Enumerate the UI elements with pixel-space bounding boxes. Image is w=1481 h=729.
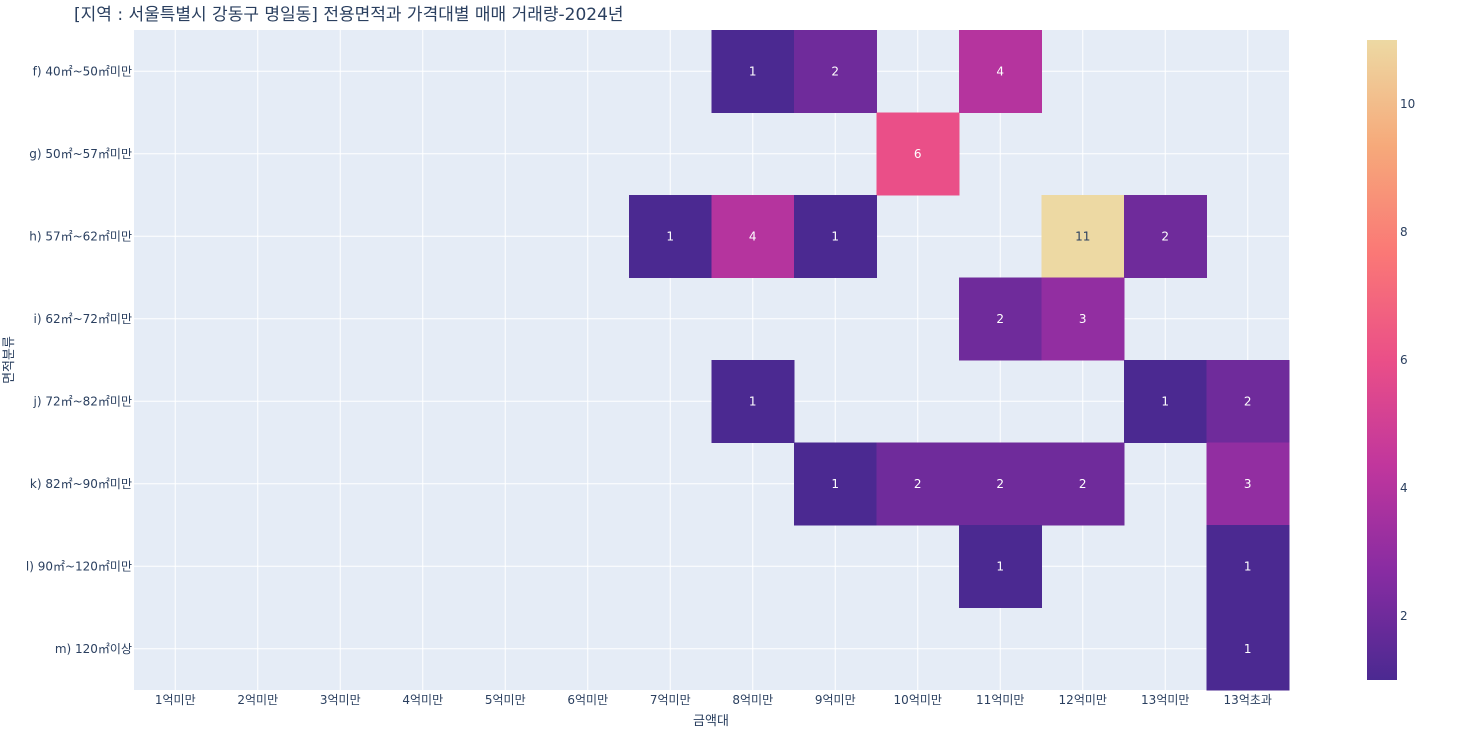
cell-value-label: 1 (666, 229, 674, 243)
cell-value-label: 1 (1244, 559, 1252, 573)
heatmap-cell (629, 195, 712, 278)
x-tick-label: 3억미만 (320, 693, 361, 707)
cell-value-label: 1 (1161, 394, 1169, 408)
y-tick-label: l) 90㎡~120㎡미만 (26, 559, 132, 573)
heatmap-cell (1041, 277, 1125, 361)
chart-title: [지역 : 서울특별시 강동구 명일동] 전용면적과 가격대별 매매 거래량-2… (74, 5, 624, 25)
cell-value-label: 2 (1244, 394, 1252, 408)
y-axis-ticks: f) 40㎡~50㎡미만 g) 50㎡~57㎡미만 h) 57㎡~62㎡미만 i) 6… (26, 64, 132, 656)
heatmap-cell (876, 442, 960, 526)
heatmap-cell (711, 195, 795, 278)
heatmap-cell (711, 30, 795, 113)
heatmap-cell (1206, 525, 1290, 608)
colorbar (1367, 40, 1397, 680)
colorbar-ticks: 2 4 6 8 10 (1400, 97, 1415, 623)
x-axis-title: 금액대 (693, 714, 729, 729)
cell-value-label: 3 (1079, 312, 1087, 326)
cell-value-label: 2 (1079, 477, 1087, 491)
heatmap-cell (1124, 195, 1207, 278)
cell-value-label: 1 (996, 559, 1004, 573)
y-tick-label: m) 120㎡이상 (55, 642, 132, 656)
heatmap-cell (1124, 360, 1207, 443)
x-tick-label: 8억미만 (732, 693, 773, 707)
heatmap-cell (711, 360, 795, 443)
x-tick-label: 12억미만 (1059, 693, 1107, 707)
heatmap-cell (1206, 442, 1290, 526)
y-tick-label: k) 82㎡~90㎡미만 (30, 477, 132, 491)
colorbar-tick-label: 10 (1400, 97, 1415, 111)
colorbar-tick-label: 6 (1400, 353, 1408, 367)
heatmap-cell (959, 277, 1042, 361)
heatmap-cell (876, 112, 960, 196)
heatmap-cell (794, 195, 877, 278)
cell-value-label: 6 (914, 147, 922, 161)
x-tick-label: 13억미만 (1141, 693, 1189, 707)
y-tick-label: g) 50㎡~57㎡미만 (29, 147, 132, 161)
heatmap-cell (959, 525, 1042, 608)
y-tick-label: j) 72㎡~82㎡미만 (32, 394, 132, 408)
cell-value-label: 2 (1161, 229, 1169, 243)
colorbar-tick-label: 8 (1400, 225, 1408, 239)
x-tick-label: 4억미만 (402, 693, 443, 707)
cell-value-label: 4 (996, 64, 1004, 78)
heatmap-cell (959, 442, 1042, 526)
cell-value-label: 1 (831, 229, 839, 243)
x-axis-ticks: 1억미만 2억미만 3억미만 4억미만 5억미만 6억미만 7억미만 8억미만 9억미만 10억미… (155, 693, 1272, 707)
heatmap-cell (1041, 442, 1125, 526)
colorbar-tick-label: 4 (1400, 481, 1408, 495)
cell-value-label: 2 (996, 312, 1004, 326)
heatmap-cell (794, 442, 877, 526)
x-tick-label: 6억미만 (567, 693, 608, 707)
cell-value-label: 4 (749, 229, 757, 243)
x-tick-label: 2억미만 (237, 693, 278, 707)
x-tick-label: 11억미만 (976, 693, 1024, 707)
cell-value-label: 1 (1244, 642, 1252, 656)
cell-value-label: 1 (831, 477, 839, 491)
heatmap-cell (1206, 607, 1290, 691)
x-tick-label: 13억초과 (1224, 693, 1272, 707)
x-tick-label: 5억미만 (485, 693, 526, 707)
y-axis-title: 면적분류 (2, 336, 17, 384)
cell-value-label: 11 (1075, 229, 1090, 243)
cell-value-label: 1 (749, 64, 757, 78)
cell-value-label: 2 (914, 477, 922, 491)
cell-value-label: 3 (1244, 477, 1252, 491)
cell-value-label: 2 (996, 477, 1004, 491)
y-tick-label: f) 40㎡~50㎡미만 (33, 64, 132, 78)
heatmap-cell (1206, 360, 1290, 443)
x-tick-label: 9억미만 (815, 693, 856, 707)
x-tick-label: 10억미만 (894, 693, 942, 707)
x-tick-label: 1억미만 (155, 693, 196, 707)
heatmap-cell (959, 30, 1042, 113)
heatmap-cell (794, 30, 877, 113)
y-tick-label: i) 62㎡~72㎡미만 (33, 312, 132, 326)
x-tick-label: 7억미만 (650, 693, 691, 707)
heatmap-cells: 1 2 461 4 1 11 22 31 1 21 2 2 2 31 11 (629, 30, 1290, 691)
colorbar-tick-label: 2 (1400, 609, 1408, 623)
heatmap-cell (1041, 195, 1125, 278)
cell-value-label: 1 (749, 394, 757, 408)
y-tick-label: h) 57㎡~62㎡미만 (29, 229, 132, 243)
cell-value-label: 2 (831, 64, 839, 78)
